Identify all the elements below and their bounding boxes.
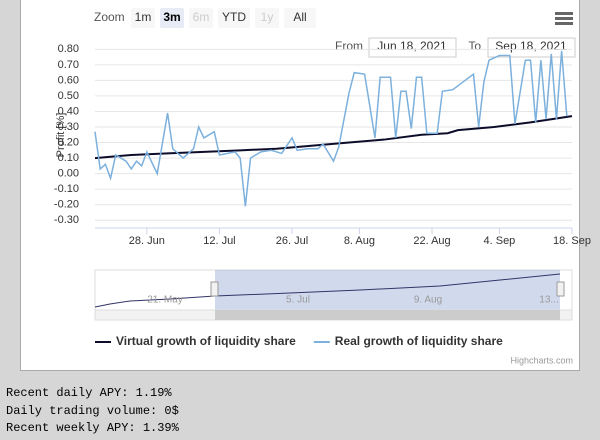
range-button-label[interactable]: YTD [222,10,246,24]
zoom-label: Zoom [94,10,125,24]
y-tick-label: 0.50 [58,90,79,102]
x-tick-label: 12. Jul [203,235,235,247]
legend-label[interactable]: Real growth of liquidity share [335,334,503,348]
y-axis-title: Profit [%] [55,113,67,158]
range-button[interactable] [189,8,213,28]
y-tick-label: 0.40 [58,105,79,117]
y-tick-label: -0.30 [54,214,79,226]
navigator-bg [94,269,573,311]
x-tick-label: 28. Jun [129,235,165,247]
y-tick-label: -0.10 [54,183,79,195]
to-label: To [468,39,481,53]
stat-line: Recent weekly APY: 1.39% [6,421,179,435]
range-button[interactable] [160,8,184,28]
y-tick-label: 0.20 [58,136,79,148]
y-tick-label: 0.10 [58,152,79,164]
range-button-label[interactable]: 1y [261,10,274,24]
range-button-label[interactable]: 6m [193,10,210,24]
menu-icon[interactable] [555,12,573,15]
stat-line: Recent daily APY: 1.19% [6,386,172,400]
stats: Recent daily APY: 1.19% Daily trading vol… [6,385,179,438]
chart: Profit [%] Highcharts.com Zoom 1m 3m 6m YTD 1… [54,8,591,365]
menu-icon[interactable] [555,17,573,20]
y-tick-label: 0.70 [58,59,79,71]
x-tick-label: 4. Sep [484,235,516,247]
navigator-label: 13... [539,295,558,306]
navigator-line [94,273,561,308]
y-tick-label: 0.80 [58,43,79,55]
navigator-label: 5. Jul [286,295,310,306]
range-button[interactable] [218,8,250,28]
from-input[interactable] [368,37,457,58]
from-value[interactable]: Jun 18, 2021 [377,39,447,53]
x-tick-label: 26. Jul [276,235,308,247]
range-button-label[interactable]: All [293,10,306,24]
range-button[interactable] [284,8,316,28]
navigator-handle[interactable] [210,281,219,297]
y-tick-label: 0.60 [58,74,79,86]
navigator-mask[interactable] [215,270,560,310]
scrollbar-thumb[interactable] [215,310,560,320]
menu-icon[interactable] [555,22,573,25]
y-tick-label: 0.00 [58,168,79,180]
x-tick-label: 8. Aug [344,235,375,247]
navigator-label: 21. May [147,295,183,306]
range-button-label[interactable]: 1m [135,10,152,24]
series-line [94,115,573,160]
credit: Highcharts.com [510,355,573,365]
to-value[interactable]: Sep 18, 2021 [495,39,567,53]
to-input[interactable] [487,37,576,58]
x-tick-label: 22. Aug [413,235,450,247]
range-button[interactable] [131,8,155,28]
navigator-label: 9. Aug [414,295,442,306]
navigator-handle[interactable] [556,281,565,297]
series-line [94,50,568,207]
x-tick-label: 18. Sep [553,235,591,247]
y-tick-label: -0.20 [54,199,79,211]
legend-label[interactable]: Virtual growth of liquidity share [116,334,296,348]
stat-line: Daily trading volume: 0$ [6,403,179,418]
y-tick-label: 0.30 [58,121,79,133]
range-button-label[interactable]: 3m [163,10,180,24]
from-label: From [335,39,363,53]
range-button[interactable] [255,8,279,28]
